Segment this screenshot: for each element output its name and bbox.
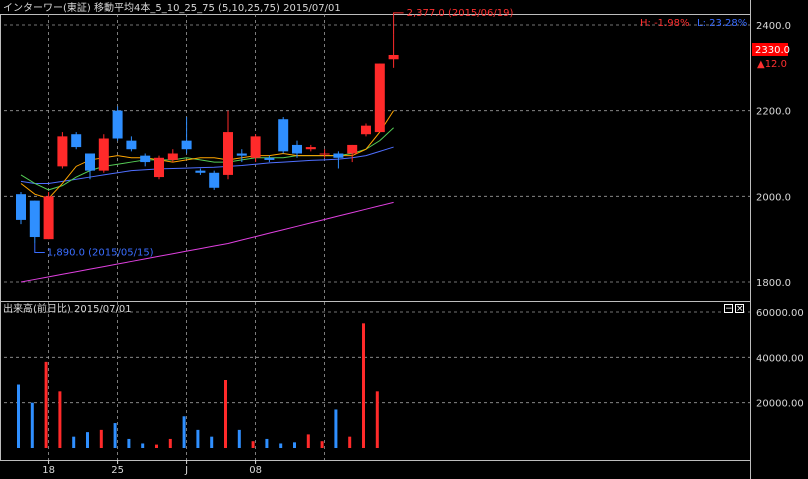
volume-bar (279, 443, 283, 448)
ma25-line (20, 146, 394, 184)
x-axis-label: J (184, 465, 188, 476)
low-annotation-line (34, 243, 45, 253)
moving-average-lines (20, 110, 395, 283)
volume-bar (251, 441, 255, 448)
volume-bars (17, 323, 379, 448)
minimize-panel-button[interactable]: − (724, 304, 733, 314)
volume-bar (113, 423, 117, 448)
volume-bar (44, 361, 48, 448)
volume-bar (17, 384, 20, 448)
volume-bar (224, 380, 227, 448)
candle-body (361, 125, 371, 135)
candle-body (98, 138, 109, 171)
candle-body (71, 134, 82, 148)
high-annotation-line (393, 12, 404, 35)
candle-body (140, 155, 151, 163)
volume-bar (334, 409, 338, 448)
candle-body (278, 119, 289, 152)
candle-body (29, 200, 40, 238)
close-panel-button[interactable]: × (735, 304, 744, 314)
volume-bar (362, 323, 365, 448)
volume-bar (348, 436, 352, 448)
current-price-badge (752, 43, 788, 56)
candle-body (388, 54, 399, 60)
volume-bar (30, 402, 34, 448)
volume-bar (58, 391, 62, 448)
candle-body (347, 144, 358, 154)
volume-bar (375, 391, 379, 448)
volume-bar (182, 416, 186, 448)
volume-panel-frame (0, 301, 751, 461)
volume-bar (237, 429, 241, 448)
candle-body (333, 153, 344, 158)
volume-bar (210, 436, 214, 448)
chart-texts: インターワー(東証) 移動平均4本_5_10_25_75 (5,10,25,75… (3, 1, 804, 476)
candle-body (223, 132, 233, 175)
candle-body (167, 153, 178, 160)
x-axis-label: 25 (111, 465, 124, 476)
price-axis-label: 2000.0 (756, 192, 791, 203)
price-axis-label: 2200.0 (756, 107, 791, 118)
volume-bar (196, 429, 200, 448)
current-price-label: 2330.0 (755, 45, 790, 56)
chart-title: インターワー(東証) 移動平均4本_5_10_25_75 (5,10,25,75… (3, 1, 341, 14)
ma75-line (20, 201, 394, 283)
price-change-label: ▲12.0 (757, 59, 787, 70)
candle-body (43, 196, 54, 240)
candle-body (264, 157, 275, 160)
volume-bar (320, 441, 324, 448)
ma5-line (20, 110, 395, 200)
candlesticks (16, 34, 399, 244)
candle-body (126, 140, 137, 150)
candle-body (57, 136, 68, 167)
price-axis-label: 1800.0 (756, 278, 791, 289)
volume-bar (168, 438, 172, 448)
volume-bar (265, 438, 269, 448)
high-annotation: 2,377.0 (2015/06/19) (407, 8, 514, 19)
x-axis-label: 18 (42, 465, 55, 476)
x-axis-label: 08 (249, 465, 262, 476)
volume-bar (72, 436, 76, 448)
volume-bar (86, 432, 89, 448)
candle-body (374, 63, 385, 133)
volume-axis-label: 40000.00 (756, 353, 804, 364)
low-change-label: L: 23.28% (697, 18, 747, 29)
candle-body (319, 153, 330, 155)
candle-body (305, 147, 316, 150)
candle-body (236, 153, 247, 156)
volume-bar (99, 429, 103, 448)
high-change-label: H: -1.98% (640, 18, 689, 29)
candle-body (250, 136, 261, 158)
candle-body (292, 144, 302, 154)
volume-bar (293, 442, 296, 448)
candle-body (154, 157, 164, 178)
price-axis-label: 2400.0 (756, 21, 791, 32)
candle-body (85, 153, 95, 171)
volume-bar (306, 434, 310, 448)
candle-body (195, 170, 206, 173)
volume-axis-label: 60000.00 (756, 308, 804, 319)
volume-panel-title: 出来高(前日比) 2015/07/01 (3, 302, 132, 315)
candle-body (16, 194, 26, 220)
volume-axis-label: 20000.00 (756, 399, 804, 410)
candle-body (181, 140, 192, 150)
volume-bar (127, 438, 131, 448)
candle-body (209, 172, 220, 188)
low-annotation: 1,890.0 (2015/05/15) (47, 247, 154, 258)
volume-bar (155, 444, 158, 448)
candle-body (112, 110, 123, 139)
volume-bar (141, 443, 145, 448)
